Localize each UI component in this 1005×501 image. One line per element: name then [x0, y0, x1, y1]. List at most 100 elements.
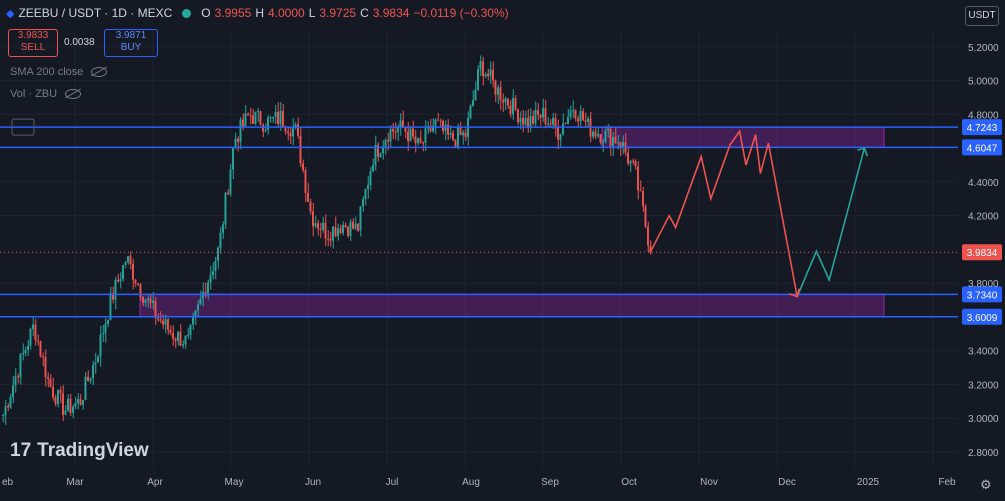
candle-body: [262, 125, 264, 132]
current-price-badge: [962, 244, 1002, 261]
candle-body: [542, 108, 544, 118]
candle-body: [179, 331, 182, 346]
candle-body: [294, 124, 297, 128]
candle-body: [617, 142, 619, 144]
candle-body: [297, 124, 299, 136]
candle-body: [199, 298, 202, 305]
candle-body: [517, 109, 519, 123]
candle-body: [409, 128, 412, 142]
candle-body: [314, 223, 317, 227]
candles: [2, 55, 652, 425]
candle-body: [202, 291, 204, 299]
candle-body: [97, 356, 99, 363]
hidden-eye-icon[interactable]: [65, 89, 82, 99]
sell-button[interactable]: 3.9833 SELL: [8, 29, 58, 57]
candle-body: [367, 184, 369, 190]
gear-icon[interactable]: ⚙: [980, 477, 992, 492]
candle-body: [557, 127, 559, 140]
candle-body: [159, 319, 162, 321]
sma-indicator[interactable]: SMA 200 close: [10, 66, 108, 78]
candle-body: [102, 333, 104, 335]
buy-label: BUY: [120, 42, 142, 53]
candle-body: [134, 279, 137, 284]
candle-body: [449, 132, 452, 135]
candle-body: [312, 211, 314, 227]
candle-body: [642, 191, 644, 207]
candle-body: [499, 87, 502, 101]
candle-body: [339, 228, 342, 233]
candle-body: [482, 61, 484, 77]
candle-body: [29, 328, 32, 346]
high-label: H: [255, 6, 264, 20]
candle-body: [232, 146, 234, 170]
tradingview-logo-icon: 17: [10, 440, 32, 461]
bullish-projection: [796, 147, 866, 298]
candle-body: [112, 293, 114, 300]
high-value: 4.0000: [267, 6, 305, 20]
candle-body: [597, 134, 599, 137]
candle-body: [182, 344, 184, 346]
candle-body: [509, 105, 512, 115]
candle-body: [459, 127, 462, 136]
candle-body: [577, 118, 579, 122]
candle-body: [292, 127, 294, 137]
candle-body: [284, 126, 287, 132]
candle-body: [564, 123, 567, 125]
candle-body: [632, 160, 634, 162]
y-tick-label: 5.0000: [968, 77, 999, 88]
symbol-header: ◆ ZEEBU / USDT · 1D · MEXC O 3.9955 H 4.00…: [6, 6, 509, 20]
bearish-projection: [649, 129, 798, 297]
candle-body: [469, 105, 472, 119]
candle-body: [604, 130, 607, 142]
sma-label: SMA 200 close: [10, 66, 84, 78]
candle-body: [377, 144, 379, 157]
candle-body: [14, 376, 17, 386]
open-label: O: [201, 6, 211, 20]
sell-price: 3.9833: [17, 30, 49, 41]
candle-body: [149, 298, 152, 304]
support-resistance-zones: [139, 126, 885, 318]
candle-body: [17, 376, 19, 378]
level-label: 3.7340: [967, 290, 998, 301]
candle-body: [104, 323, 107, 334]
level-badge: [962, 286, 1002, 303]
candle-body: [77, 399, 79, 403]
candle-body: [384, 140, 387, 147]
projection-path: [649, 129, 869, 298]
close-value: 3.9834: [372, 6, 410, 20]
candle-body: [462, 132, 464, 136]
candle-body: [554, 117, 557, 128]
candle-body: [364, 189, 367, 200]
candle-body: [257, 110, 259, 112]
candle-body: [612, 136, 614, 147]
close-label: C: [360, 6, 369, 20]
candle-body: [407, 131, 409, 142]
candle-body: [362, 199, 364, 207]
candle-body: [337, 228, 339, 237]
candle-body: [619, 142, 622, 147]
candle-body: [147, 298, 149, 300]
candle-body: [497, 87, 499, 95]
price-axis: 5.2000 5.0000 4.8000 4.4000 4.2000 3.8000 3.40…: [968, 43, 999, 459]
candle-body: [382, 146, 384, 154]
hidden-eye-icon[interactable]: [91, 67, 108, 77]
x-tick-label: eb: [2, 477, 14, 488]
candle-body: [592, 131, 594, 137]
symbol-title[interactable]: ZEEBU / USDT · 1D · MEXC: [18, 6, 173, 20]
currency-button[interactable]: USDT: [965, 6, 999, 26]
y-tick-label: 5.2000: [968, 43, 999, 54]
level-badge: [962, 139, 1002, 156]
candle-body: [492, 69, 494, 81]
candle-body: [209, 275, 212, 283]
volume-indicator[interactable]: Vol · ZBU: [10, 88, 82, 100]
candle-body: [514, 98, 517, 110]
candle-body: [404, 127, 407, 132]
candle-body: [644, 206, 647, 227]
candle-body: [189, 324, 192, 336]
y-tick-label: 3.8000: [968, 279, 999, 290]
candle-body: [454, 139, 457, 147]
x-tick-label: May: [225, 477, 244, 488]
candle-body: [569, 110, 572, 117]
buy-button[interactable]: 3.9871 BUY: [104, 29, 158, 57]
